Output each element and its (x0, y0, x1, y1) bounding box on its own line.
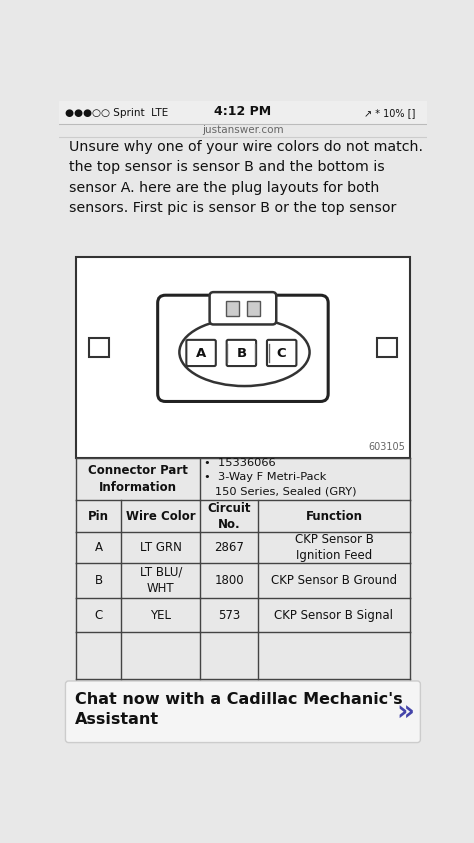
FancyBboxPatch shape (227, 340, 256, 366)
Text: LT GRN: LT GRN (140, 541, 182, 554)
Text: YEL: YEL (150, 609, 171, 621)
FancyBboxPatch shape (65, 681, 420, 743)
Bar (377, 338, 397, 357)
Bar (89, 338, 109, 357)
Text: 2867: 2867 (214, 541, 244, 554)
Bar (247, 301, 260, 316)
FancyBboxPatch shape (210, 293, 276, 325)
Bar (76, 257, 410, 458)
Text: Circuit
No.: Circuit No. (208, 502, 251, 531)
Bar (226, 301, 239, 316)
Text: ●●●○○ Sprint  LTE: ●●●○○ Sprint LTE (65, 108, 169, 118)
Text: LT BLU/
WHT: LT BLU/ WHT (139, 566, 182, 595)
Text: B: B (237, 347, 246, 360)
Text: CKP Sensor B Signal: CKP Sensor B Signal (274, 609, 393, 621)
Bar (59, 101, 427, 124)
Text: 4:12 PM: 4:12 PM (214, 105, 272, 118)
Text: A: A (196, 347, 206, 360)
Text: CKP Sensor B Ground: CKP Sensor B Ground (271, 574, 397, 587)
Ellipse shape (179, 319, 310, 386)
Text: Connector Part
Information: Connector Part Information (88, 464, 188, 494)
Text: A: A (95, 541, 103, 554)
Text: ↗ * 10% []: ↗ * 10% [] (365, 108, 416, 118)
Text: C: C (277, 347, 286, 360)
FancyBboxPatch shape (186, 340, 216, 366)
Text: B: B (95, 574, 103, 587)
Text: 573: 573 (218, 609, 240, 621)
Text: Unsure why one of your wire colors do not match.
the top sensor is sensor B and : Unsure why one of your wire colors do no… (69, 141, 422, 215)
Text: 1800: 1800 (215, 574, 244, 587)
Text: 603105: 603105 (369, 442, 406, 452)
FancyBboxPatch shape (158, 295, 328, 401)
FancyBboxPatch shape (267, 340, 296, 366)
Text: Wire Color: Wire Color (126, 510, 196, 523)
Text: Function: Function (305, 510, 363, 523)
Text: •  15336066
•  3-Way F Metri-Pack
   150 Series, Sealed (GRY): • 15336066 • 3-Way F Metri-Pack 150 Seri… (204, 459, 356, 497)
Text: CKP Sensor B
Ignition Feed: CKP Sensor B Ignition Feed (294, 534, 374, 562)
Text: Pin: Pin (88, 510, 109, 523)
Text: justanswer.com: justanswer.com (202, 125, 284, 135)
Text: »: » (396, 698, 414, 726)
Text: C: C (95, 609, 103, 621)
Text: Chat now with a Cadillac Mechanic's
Assistant: Chat now with a Cadillac Mechanic's Assi… (75, 692, 402, 727)
